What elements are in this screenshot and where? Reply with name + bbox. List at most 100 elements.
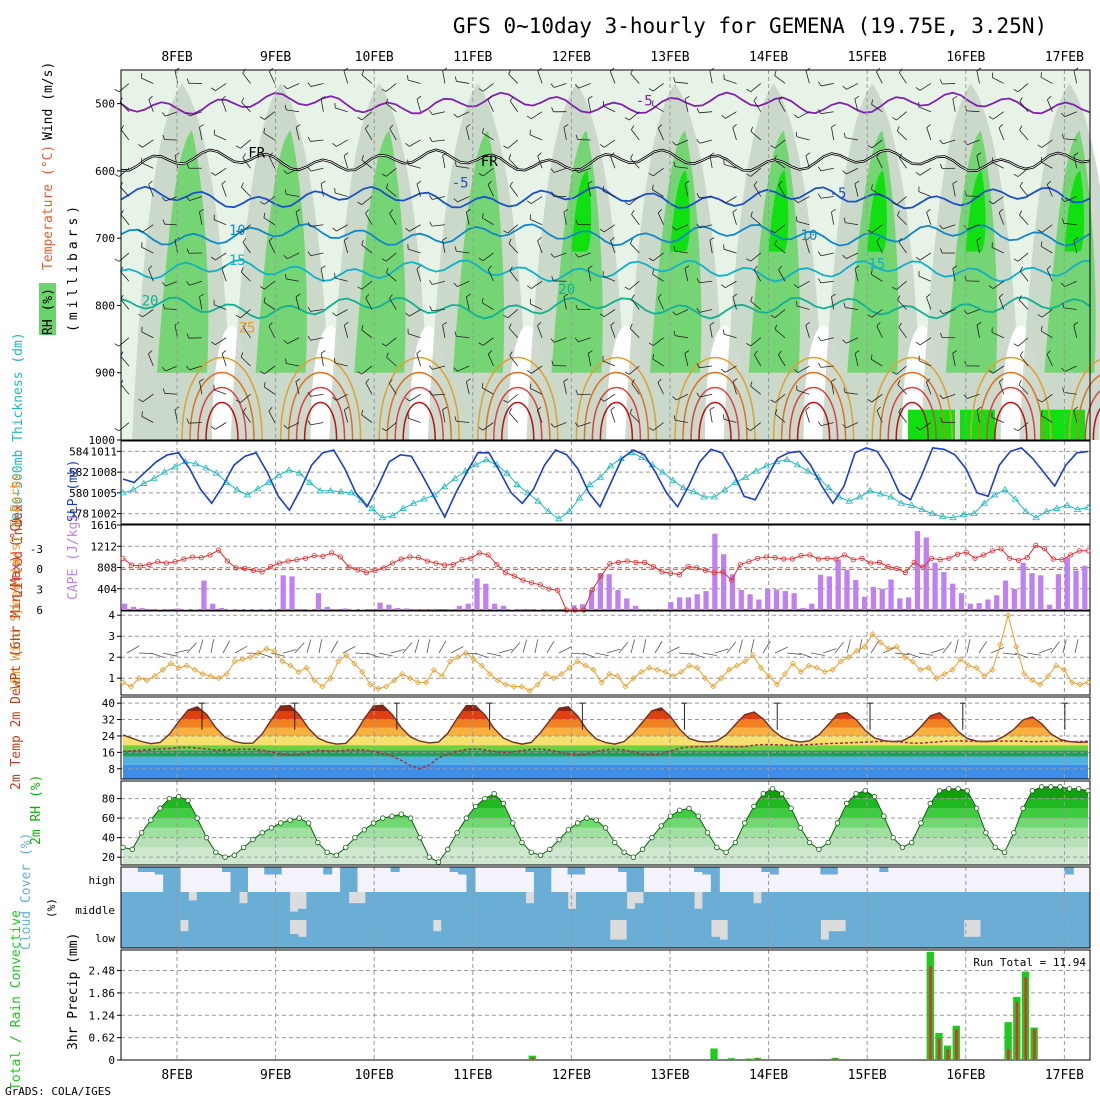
wind-barb-flag xyxy=(295,293,301,298)
wind-barb xyxy=(796,390,810,395)
wind-barb-flag xyxy=(897,210,900,216)
wind-point xyxy=(917,666,924,673)
wind-point xyxy=(271,647,278,654)
rh-point xyxy=(185,797,191,804)
wind-barb xyxy=(871,139,883,149)
wind-barb-flag xyxy=(599,144,605,148)
thickness-point xyxy=(793,461,802,468)
surface-barb xyxy=(582,652,597,659)
cape-bar xyxy=(298,608,304,610)
wind-barb-flag xyxy=(334,187,336,194)
lifted-index-point xyxy=(320,553,326,559)
lifted-index-point xyxy=(868,560,874,566)
wind-barb-flag xyxy=(429,280,433,285)
wind-barb xyxy=(165,111,178,117)
wind-barb xyxy=(1073,70,1078,84)
wind-barb-flag xyxy=(629,323,633,329)
cape-bars xyxy=(122,531,1088,610)
wind-barb xyxy=(845,307,859,310)
wind-barb-flag xyxy=(795,216,798,222)
warm-contour xyxy=(871,356,953,441)
cloud-cell xyxy=(854,920,864,948)
rh-bright-core xyxy=(1064,170,1085,252)
wind-point xyxy=(941,670,948,678)
wind-barb-flag xyxy=(843,302,846,308)
wind-barb-flag xyxy=(389,294,393,299)
wind-barb xyxy=(845,137,859,141)
surface-barb xyxy=(942,641,952,654)
rh-point xyxy=(500,800,507,807)
wind-barb-flag xyxy=(631,125,635,130)
credit-label: GrADS: COLA/IGES xyxy=(5,1085,111,1098)
wind-barb-flag xyxy=(1062,387,1065,393)
surface-barb xyxy=(678,652,693,655)
wind-barb xyxy=(310,309,324,312)
wind-barb-flag xyxy=(1040,241,1043,247)
rh-point xyxy=(296,815,302,821)
surface-barb xyxy=(222,640,231,654)
warm-contour xyxy=(189,371,255,441)
lifted-index-point xyxy=(276,560,283,566)
rh-point xyxy=(909,839,915,846)
rh-bright-core xyxy=(670,170,690,252)
wind-barb-flag xyxy=(361,70,365,76)
wind-barb-flag xyxy=(162,134,165,140)
wind-barb-flag xyxy=(148,350,153,355)
wind-barb-flag xyxy=(988,200,994,205)
wind-barb xyxy=(1063,307,1077,310)
wind-barb xyxy=(141,162,154,169)
cloud-cell xyxy=(854,892,864,920)
lifted-index-point xyxy=(963,549,969,555)
wind-point xyxy=(510,683,517,690)
wind-barb-flag xyxy=(241,182,244,188)
cape-bar xyxy=(817,574,824,610)
wind-point xyxy=(566,664,573,671)
cloud-cell xyxy=(179,892,190,920)
cloud-cell xyxy=(247,920,257,948)
wind-barb-flag xyxy=(774,155,777,161)
cloud-cell xyxy=(988,920,998,948)
cloud-cell xyxy=(988,892,998,920)
rh-point xyxy=(806,839,813,846)
wind-barb-flag xyxy=(988,116,994,120)
wind-barb xyxy=(976,324,980,338)
cloud-cell xyxy=(163,867,173,892)
wind-barb-flag xyxy=(386,267,389,273)
tick-label: 40 xyxy=(102,832,115,845)
bottom-date-14FEB: 14FEB xyxy=(749,1068,788,1083)
surface-barb xyxy=(246,652,262,655)
wind-barb xyxy=(750,252,762,262)
precip-conv-bar xyxy=(730,1058,733,1060)
top-date-17FEB: 17FEB xyxy=(1045,50,1084,65)
lifted-index-point xyxy=(859,555,865,561)
surface-barb xyxy=(378,652,393,657)
cape-bar xyxy=(906,597,912,610)
cape-bar xyxy=(659,608,665,610)
precip-bars xyxy=(528,951,1038,1060)
lifted-index-point xyxy=(242,565,248,572)
wind-barb-flag xyxy=(332,312,337,317)
cape-bar xyxy=(950,583,956,610)
wind-point xyxy=(901,654,908,661)
wind-barb-flag xyxy=(442,406,448,411)
wind-barb-flag xyxy=(817,421,822,426)
contour-label: 10 xyxy=(229,223,246,239)
wind-point xyxy=(797,668,804,675)
cape-bar xyxy=(122,603,128,610)
wind-barb xyxy=(287,167,300,175)
wind-barb-flag xyxy=(563,293,569,298)
wind-barb xyxy=(1073,240,1078,254)
wind-barb-flag xyxy=(487,96,492,101)
cape-bar xyxy=(518,608,524,610)
cloud-cell xyxy=(761,867,771,872)
lifted-index-point xyxy=(381,565,387,571)
wind-barb-flag xyxy=(454,76,457,82)
wind-barb xyxy=(732,296,737,310)
cloud-cell xyxy=(247,892,257,920)
wind-barb-flag xyxy=(429,195,433,200)
wind-barb-flag xyxy=(283,339,288,344)
wind-barb-flag xyxy=(320,180,326,185)
wind-barb xyxy=(416,99,421,112)
